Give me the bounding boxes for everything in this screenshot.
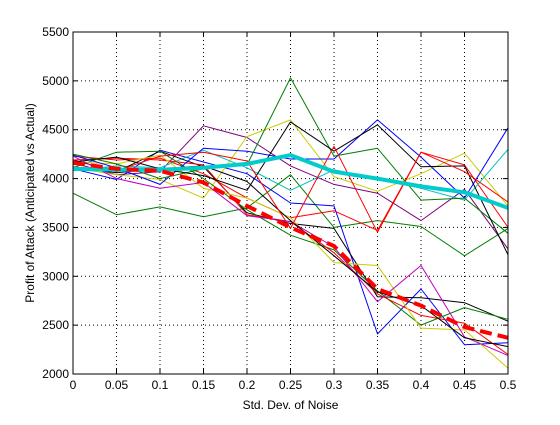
y-tick-label: 2500: [42, 318, 69, 332]
x-tick-label: 0.2: [239, 378, 256, 392]
y-tick-label: 2000: [42, 367, 69, 381]
series-line-12: [72, 156, 509, 348]
y-tick-label: 4500: [42, 123, 69, 137]
series-line-6: [72, 148, 509, 201]
y-tick-label: 5500: [42, 25, 69, 39]
y-tick-label: 3500: [42, 220, 69, 234]
series-line-11: [72, 155, 509, 356]
x-tick-label: 0.3: [326, 378, 343, 392]
series-line-16: [72, 145, 509, 233]
x-tick-label: 0.05: [105, 378, 129, 392]
y-tick-label: 3000: [42, 269, 69, 283]
series-line-1: [72, 174, 509, 257]
x-tick-label: 0.1: [152, 378, 169, 392]
x-tick-label: 0.15: [192, 378, 216, 392]
y-axis-label: Profit of Attack (Anticipated vs Actual): [23, 103, 37, 302]
x-tick-label: 0: [70, 378, 77, 392]
x-tick-label: 0.5: [500, 378, 517, 392]
x-tick-label: 0.35: [366, 378, 390, 392]
x-tick-label: 0.4: [413, 378, 430, 392]
x-tick-label: 0.25: [279, 378, 303, 392]
x-axis-label: Std. Dev. of Noise: [243, 398, 339, 412]
series-line-8: [72, 150, 509, 326]
y-tick-label: 4000: [42, 172, 69, 186]
series-line-3: [72, 149, 509, 346]
series-group: [72, 77, 509, 369]
series-line-10: [72, 154, 509, 369]
series-line-18: [72, 160, 509, 340]
y-tick-label: 5000: [42, 74, 69, 88]
series-line-13: [72, 119, 509, 199]
x-tick-label: 0.45: [453, 378, 477, 392]
series-line-14: [72, 77, 509, 234]
series-line-2: [72, 125, 509, 250]
ticks: 0 0.05 0.1 0.15 0.2 0.25 0.3 0.35 0.4 0.45 0.5 2000…: [42, 25, 516, 392]
